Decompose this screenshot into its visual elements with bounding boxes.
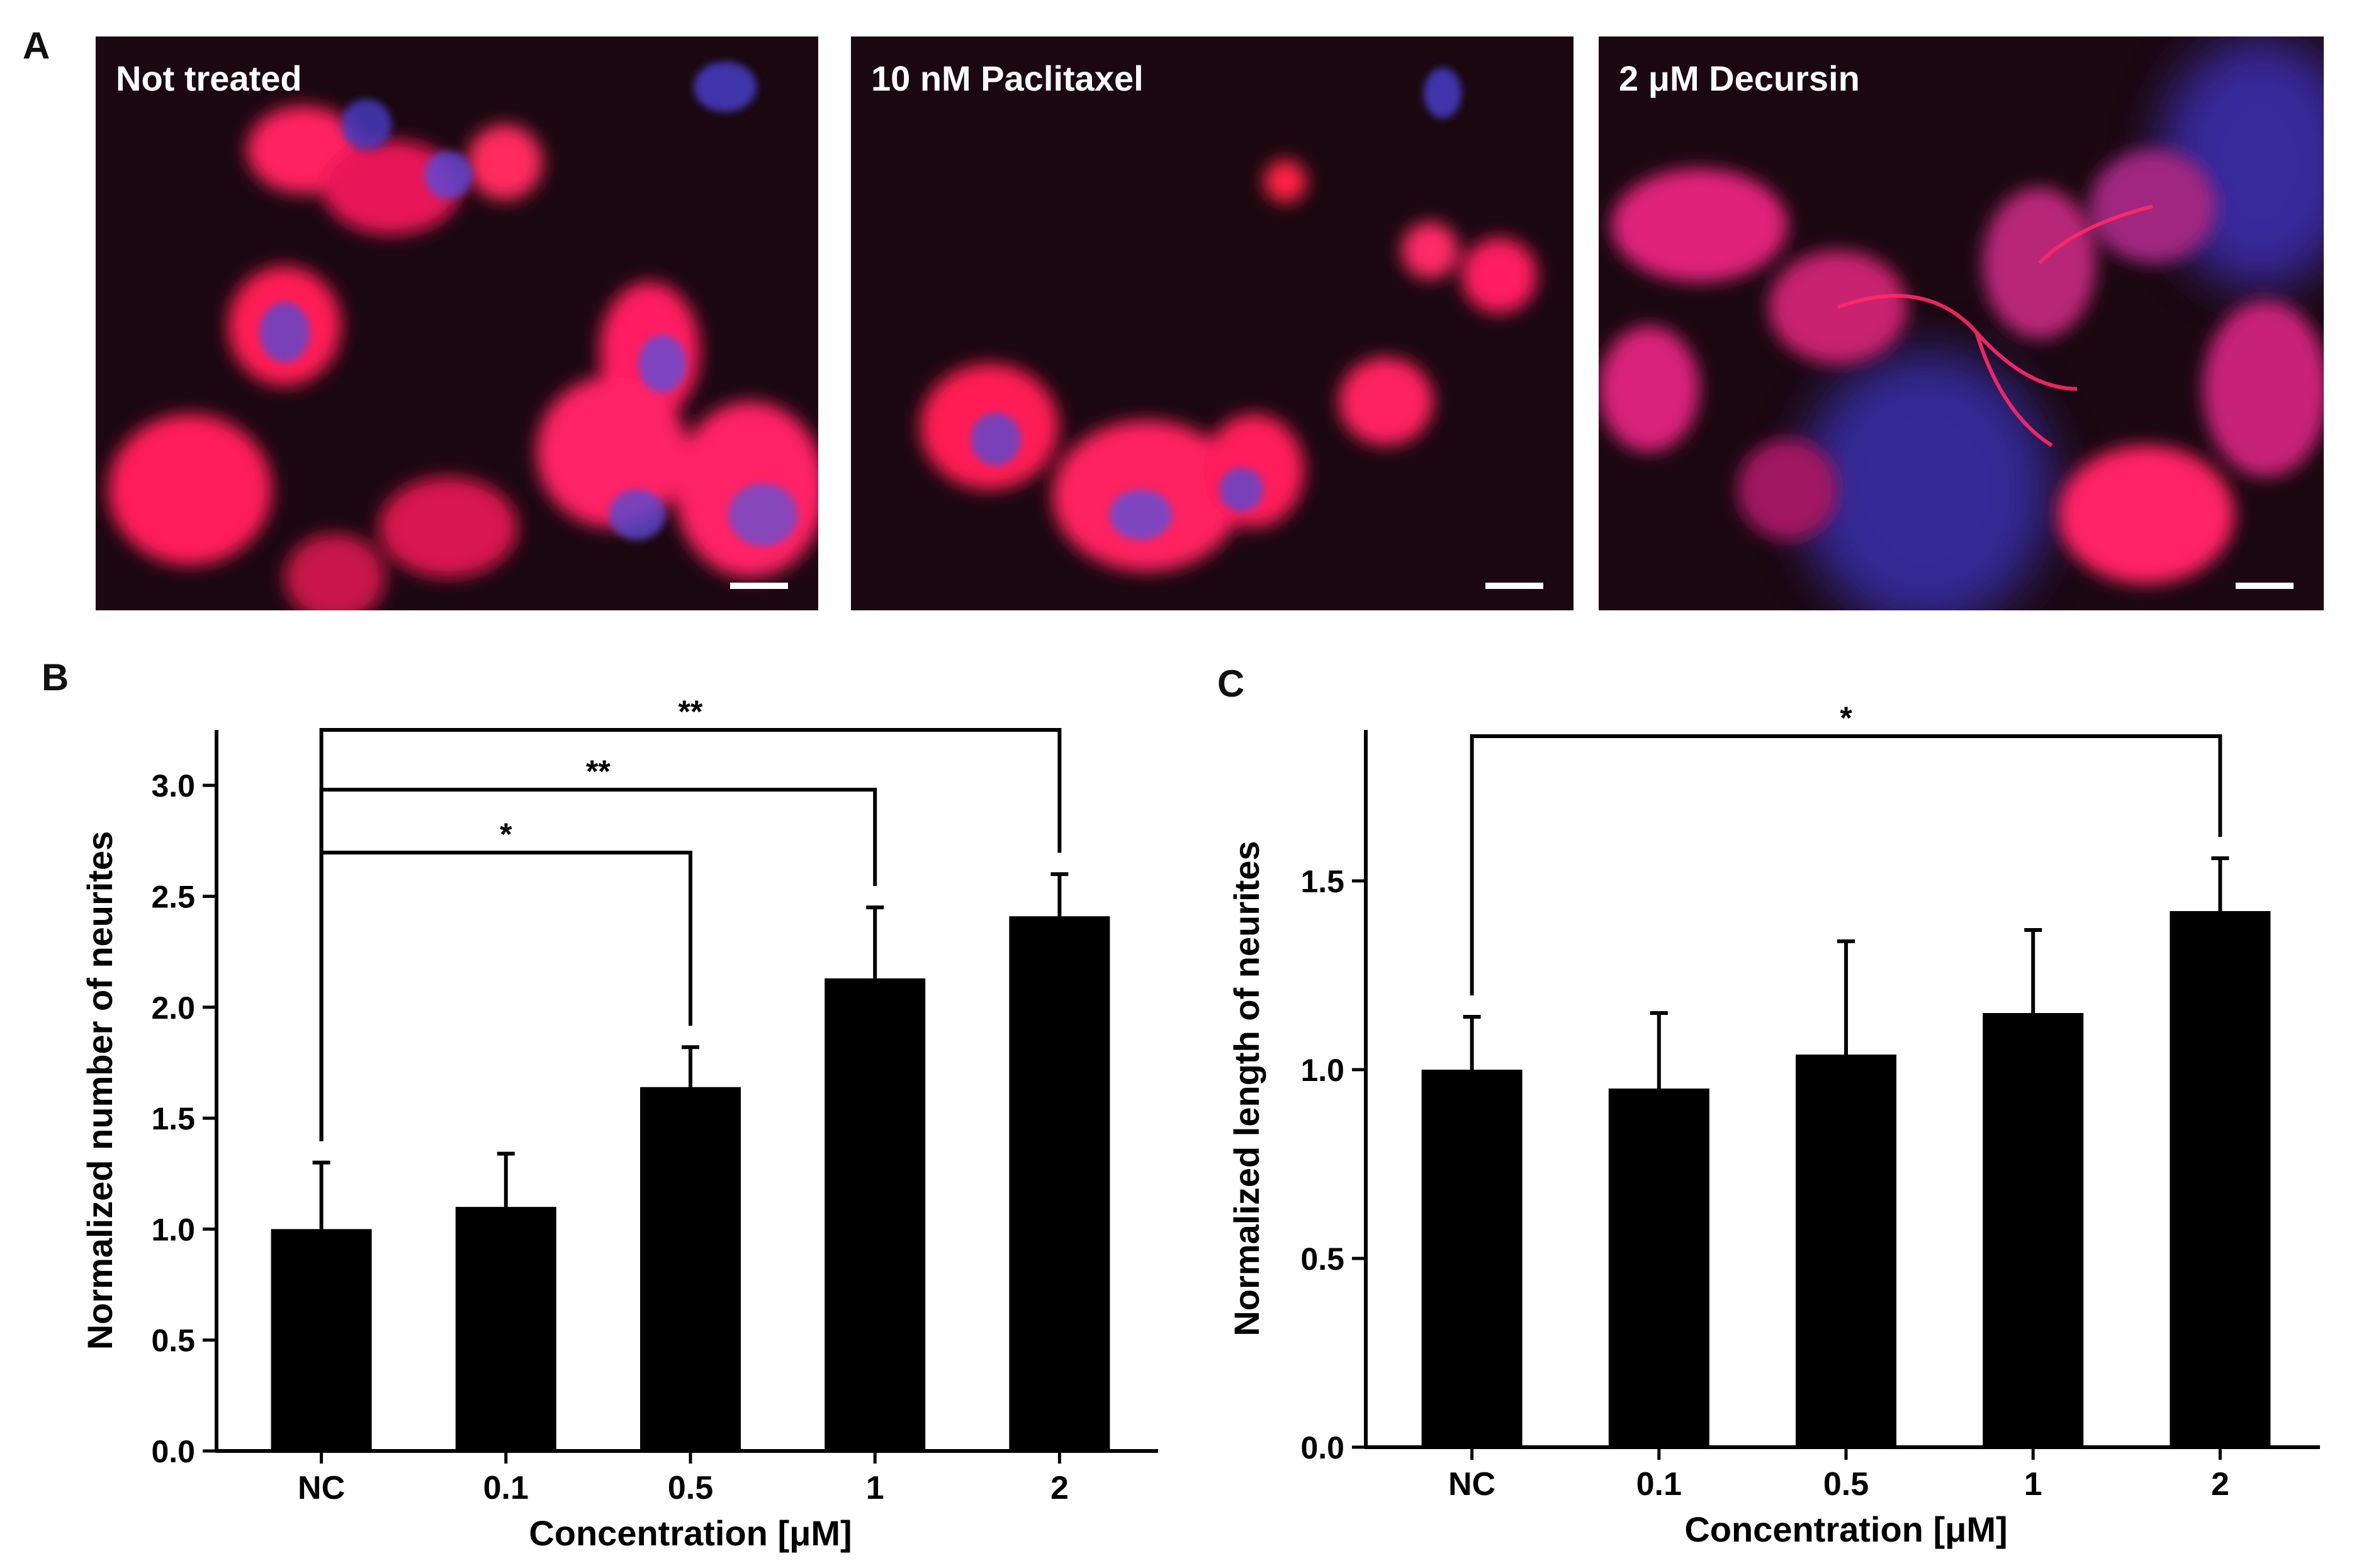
y-axis-label: Normalized length of neurites xyxy=(1227,841,1266,1336)
x-tick-label: NC xyxy=(1448,1466,1495,1503)
bar xyxy=(1608,1089,1709,1447)
x-tick-label: 0.5 xyxy=(668,1470,713,1506)
x-tick-label: 2 xyxy=(1050,1470,1069,1506)
x-tick-label: 0.5 xyxy=(1823,1466,1869,1503)
bar xyxy=(455,1207,556,1451)
x-tick-label: 1 xyxy=(2024,1466,2042,1503)
x-tick-label: 0.1 xyxy=(1636,1466,1682,1503)
significance-label: ** xyxy=(678,694,703,729)
bar xyxy=(640,1087,741,1451)
significance-label: ** xyxy=(586,754,611,789)
micrograph-label: Not treated xyxy=(116,59,302,98)
micrograph-not-treated: Not treated xyxy=(96,36,818,610)
y-tick-label: 0.0 xyxy=(1300,1430,1344,1465)
significance-label: * xyxy=(1840,700,1852,736)
x-tick-label: 2 xyxy=(2211,1466,2229,1503)
micrograph-image xyxy=(108,62,818,610)
significance-bracket xyxy=(319,851,692,1141)
x-axis-label: Concentration [μM] xyxy=(1684,1509,2007,1549)
panel-letter-a: A xyxy=(23,25,50,67)
y-tick-label: 2.5 xyxy=(151,879,195,914)
micrograph-label: 2 μM Decursin xyxy=(1619,59,1860,98)
bar xyxy=(1796,1055,1896,1447)
significance-bracket xyxy=(319,728,1062,1141)
scale-bar xyxy=(1485,583,1543,589)
panel-letter-c: C xyxy=(1217,663,1245,705)
y-tick-label: 3.0 xyxy=(151,768,195,804)
bar xyxy=(1009,916,1110,1451)
y-tick-label: 0.0 xyxy=(151,1434,195,1469)
bar xyxy=(271,1229,372,1451)
y-tick-label: 0.5 xyxy=(151,1323,195,1358)
y-tick-label: 1.5 xyxy=(151,1101,195,1136)
micrograph-image xyxy=(1599,36,2324,610)
x-tick-label: 0.1 xyxy=(483,1470,529,1506)
micrograph-label: 10 nM Paclitaxel xyxy=(871,59,1144,98)
scale-bar xyxy=(2236,583,2294,589)
y-tick-label: 1.0 xyxy=(151,1212,195,1247)
chart-b-neurite-number: 0.00.51.01.52.02.53.0NC 0.1 0.5 1 2*****Conc… xyxy=(80,694,1158,1553)
significance-bracket xyxy=(319,788,877,1141)
y-tick-label: 1.0 xyxy=(1300,1053,1344,1088)
y-axis-label: Normalized number of neurites xyxy=(80,831,120,1350)
x-axis-label: Concentration [μM] xyxy=(529,1513,852,1553)
significance-label: * xyxy=(500,817,512,852)
x-tick-label: NC xyxy=(298,1470,345,1506)
y-tick-label: 2.0 xyxy=(151,990,195,1026)
micrograph-paclitaxel: 10 nM Paclitaxel xyxy=(851,36,1574,610)
scale-bar xyxy=(730,583,788,589)
x-tick-label: 1 xyxy=(866,1470,884,1506)
bar xyxy=(1421,1070,1523,1447)
panel-letter-b: B xyxy=(42,656,69,698)
significance-bracket xyxy=(1470,734,2222,995)
y-tick-label: 0.5 xyxy=(1300,1241,1344,1277)
micrograph-image xyxy=(920,68,1537,571)
y-tick-label: 1.5 xyxy=(1300,864,1344,899)
bar xyxy=(1983,1013,2084,1447)
micrograph-decursin: 2 μM Decursin xyxy=(1599,36,2324,610)
bar xyxy=(2170,911,2271,1447)
bar xyxy=(825,978,926,1451)
chart-c-neurite-length: 0.0 0.5 1.0 1.5 NC 0.1 0.5 1 2 * Concentration [μM… xyxy=(1227,700,2320,1549)
